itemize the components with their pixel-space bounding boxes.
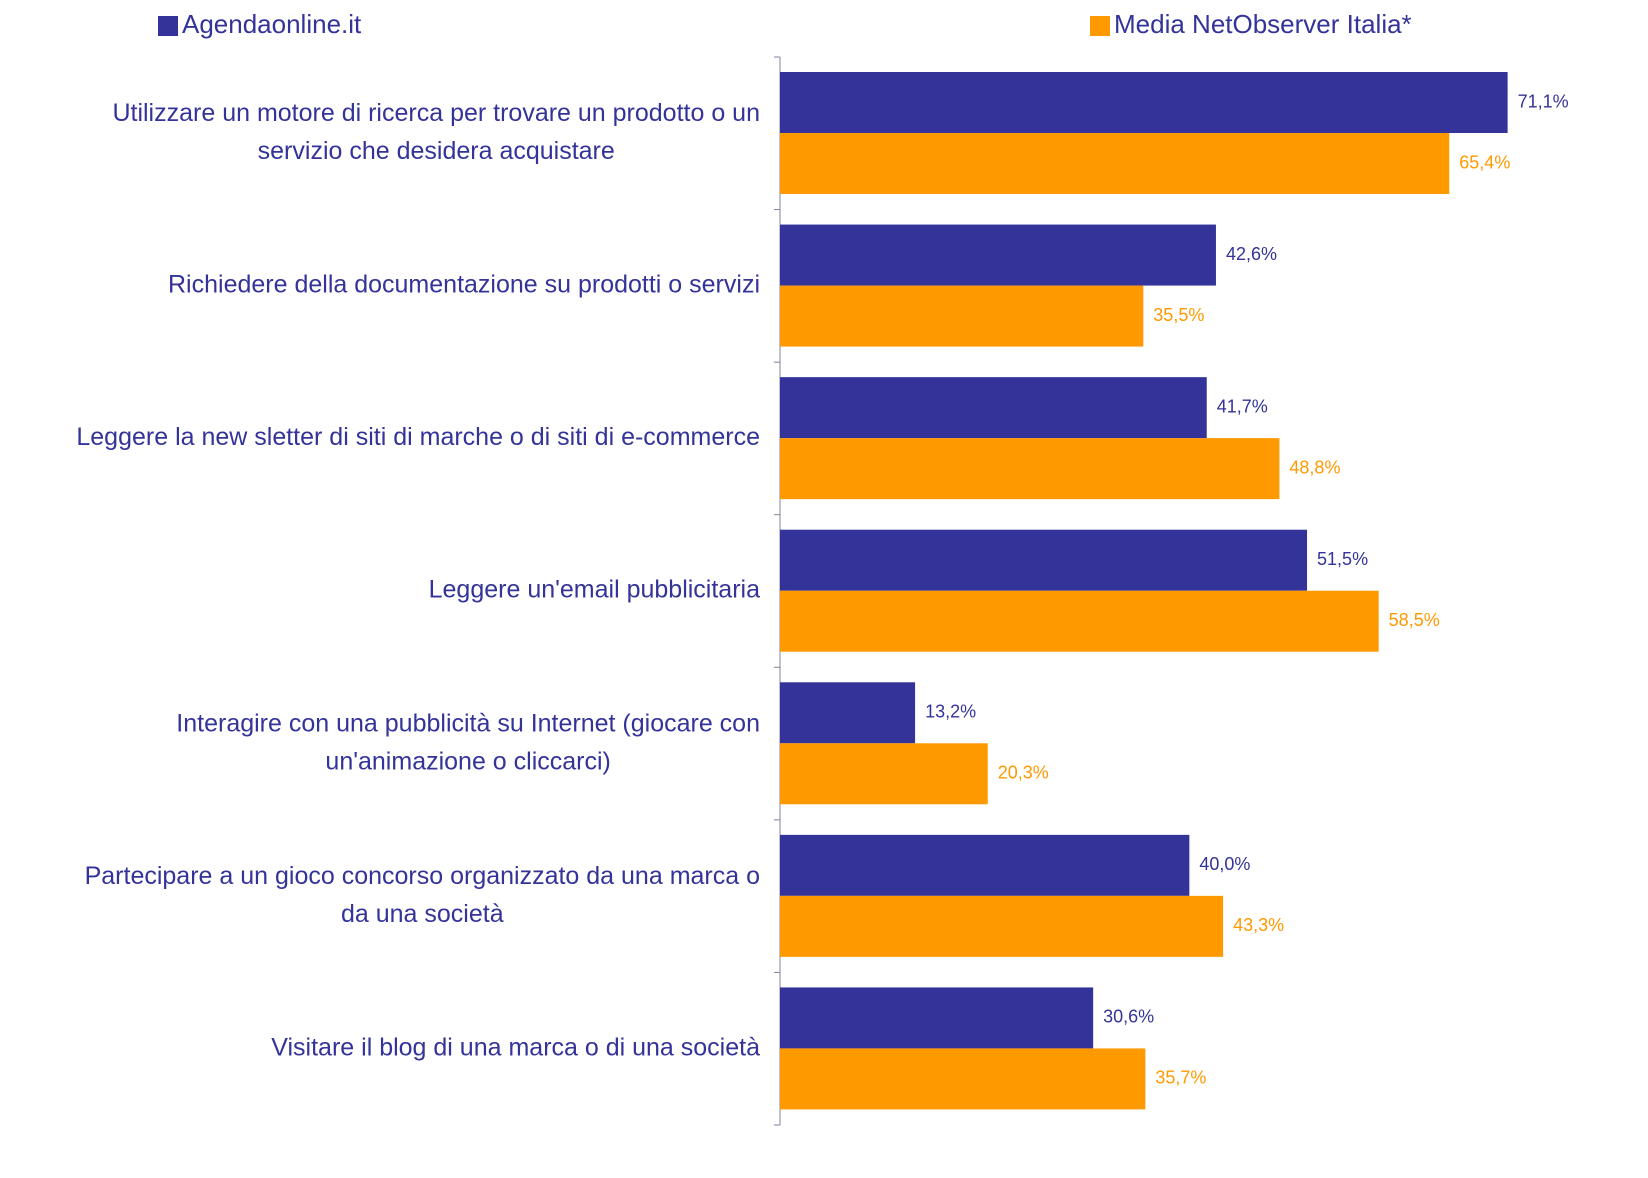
category-label: Richiedere della documentazione su prodo… bbox=[168, 270, 760, 298]
value-label: 43,3% bbox=[1233, 915, 1284, 935]
category-label: Utilizzare un motore di ricerca per trov… bbox=[112, 99, 760, 165]
value-label: 48,8% bbox=[1289, 457, 1340, 477]
value-label: 71,1% bbox=[1518, 91, 1569, 111]
legend-swatch bbox=[158, 16, 178, 36]
bar bbox=[780, 438, 1280, 500]
value-label: 30,6% bbox=[1103, 1007, 1154, 1027]
value-label: 13,2% bbox=[925, 702, 976, 722]
category-label: Visitare il blog di una marca o di una s… bbox=[271, 1033, 760, 1061]
bar bbox=[780, 285, 1144, 347]
bar bbox=[780, 743, 988, 805]
value-label: 51,5% bbox=[1317, 549, 1368, 569]
bar bbox=[780, 1048, 1146, 1110]
value-label: 58,5% bbox=[1389, 610, 1440, 630]
bar bbox=[780, 133, 1450, 194]
category-label: Leggere la new sletter di siti di marche… bbox=[76, 423, 760, 451]
category-label: Leggere un'email pubblicitaria bbox=[429, 575, 760, 603]
bar bbox=[780, 590, 1379, 652]
bar bbox=[780, 834, 1190, 896]
value-label: 41,7% bbox=[1217, 396, 1268, 416]
bar bbox=[780, 895, 1224, 957]
value-label: 42,6% bbox=[1226, 244, 1277, 264]
category-label: Partecipare a un gioco concorso organizz… bbox=[85, 861, 760, 927]
legend-swatch bbox=[1090, 16, 1110, 36]
value-label: 65,4% bbox=[1459, 152, 1510, 172]
category-label: Interagire con una pubblicità su Interne… bbox=[176, 709, 760, 775]
legend-label: Media NetObserver Italia* bbox=[1114, 9, 1412, 39]
bar bbox=[780, 377, 1207, 439]
bar bbox=[780, 224, 1216, 286]
value-label: 20,3% bbox=[998, 763, 1049, 783]
legend-label: Agendaonline.it bbox=[182, 9, 362, 39]
value-label: 35,5% bbox=[1153, 305, 1204, 325]
value-label: 35,7% bbox=[1155, 1068, 1206, 1088]
bar bbox=[780, 682, 916, 744]
bar bbox=[780, 987, 1094, 1049]
bar bbox=[780, 72, 1508, 133]
bar bbox=[780, 529, 1308, 591]
value-label: 40,0% bbox=[1199, 854, 1250, 874]
